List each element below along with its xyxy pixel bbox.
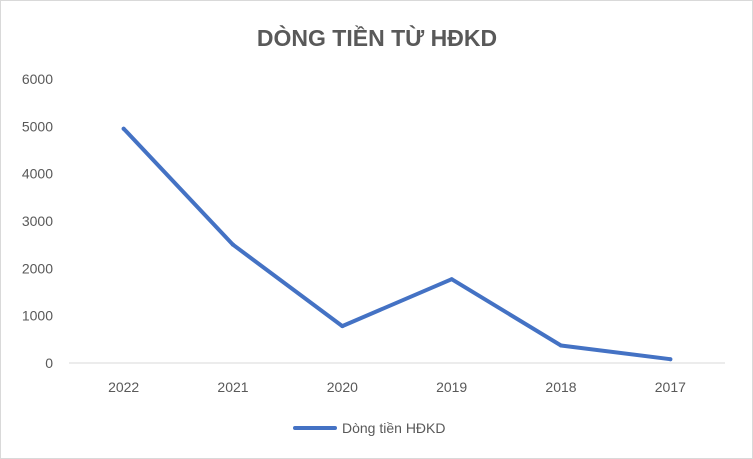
y-tick-label: 3000 (22, 213, 53, 229)
x-tick-label: 2017 (655, 379, 686, 395)
x-tick-label: 2022 (108, 379, 139, 395)
chart-title: DÒNG TIỀN TỪ HĐKD (257, 24, 497, 51)
legend: Dòng tiền HĐKD (293, 420, 446, 436)
y-axis-ticks: 0 1000 2000 3000 4000 5000 6000 (22, 71, 53, 371)
y-tick-label: 1000 (22, 308, 53, 324)
y-tick-label: 0 (45, 355, 53, 371)
data-point (121, 126, 126, 131)
legend-label-dong-tien-hdkd: Dòng tiền HĐKD (342, 420, 446, 436)
data-point (449, 277, 454, 282)
x-axis-ticks: 2022 2021 2020 2019 2018 2017 (108, 379, 686, 395)
data-point (340, 324, 345, 329)
x-tick-label: 2018 (545, 379, 576, 395)
x-tick-label: 2020 (327, 379, 358, 395)
data-point (668, 357, 673, 362)
data-point (559, 343, 563, 348)
series-line (121, 126, 673, 362)
series-layer (121, 126, 673, 362)
y-tick-label: 2000 (22, 260, 53, 276)
y-tick-label: 4000 (22, 166, 53, 182)
x-tick-label: 2021 (217, 379, 248, 395)
x-tick-label: 2019 (436, 379, 467, 395)
y-tick-label: 6000 (22, 71, 53, 87)
y-tick-label: 5000 (22, 118, 53, 134)
data-point (231, 242, 235, 247)
